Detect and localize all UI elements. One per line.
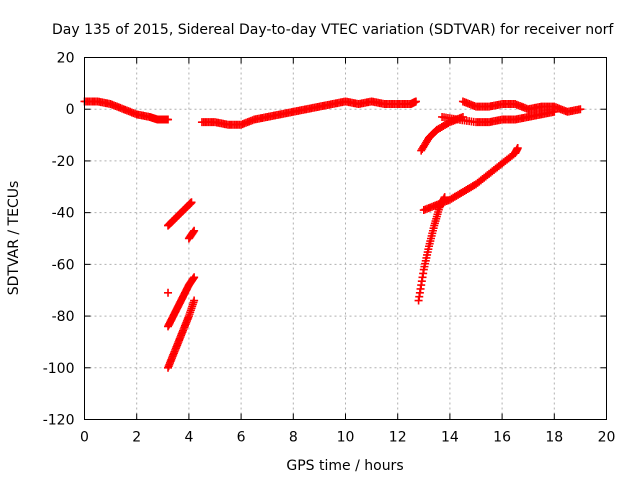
data-series-2 [197, 97, 420, 129]
data-point [190, 296, 199, 305]
y-tick-label: -20 [52, 154, 75, 170]
data-series-5 [164, 288, 173, 297]
data-series-9 [438, 107, 559, 127]
data-series-3 [164, 198, 196, 230]
x-tick-label: 10 [337, 430, 355, 446]
data-point [576, 105, 585, 114]
data-marks [80, 97, 585, 372]
data-point [164, 288, 173, 297]
x-tick-label: 12 [389, 430, 407, 446]
data-series-7 [164, 296, 199, 372]
data-point [187, 198, 196, 207]
x-tick-label: 2 [132, 430, 141, 446]
y-axis: -120 -100 -80 -60 -40 -20 0 20 [43, 51, 607, 429]
data-series-1 [80, 97, 173, 124]
x-tick-label: 18 [545, 430, 563, 446]
chart-title: Day 135 of 2015, Sidereal Day-to-day VTE… [52, 22, 614, 38]
y-tick-label: 0 [66, 102, 75, 118]
y-tick-label: -100 [43, 361, 75, 377]
data-series-12 [419, 144, 522, 215]
data-point [513, 144, 522, 152]
data-series-10 [458, 97, 585, 116]
x-tick-label: 20 [598, 430, 616, 446]
x-tick-label: 6 [237, 430, 246, 446]
x-axis-title: GPS time / hours [286, 458, 403, 474]
y-tick-label: 20 [57, 51, 75, 67]
data-point [411, 97, 420, 106]
x-tick-label: 0 [80, 430, 89, 446]
y-tick-label: -40 [52, 206, 75, 222]
data-point [190, 273, 199, 282]
x-tick-label: 14 [441, 430, 459, 446]
x-tick-label: 16 [493, 430, 511, 446]
data-point [190, 226, 199, 235]
data-series-6 [164, 273, 199, 331]
x-tick-label: 8 [289, 430, 298, 446]
x-axis: 0 2 4 6 8 10 12 14 16 18 20 [80, 57, 616, 446]
y-tick-label: -60 [52, 257, 75, 273]
y-tick-label: -120 [43, 413, 75, 429]
y-tick-label: -80 [52, 309, 75, 325]
y-axis-title: SDTVAR / TECUs [6, 181, 22, 296]
data-point [164, 115, 173, 124]
data-series-4 [184, 226, 199, 243]
x-tick-label: 4 [184, 430, 193, 446]
